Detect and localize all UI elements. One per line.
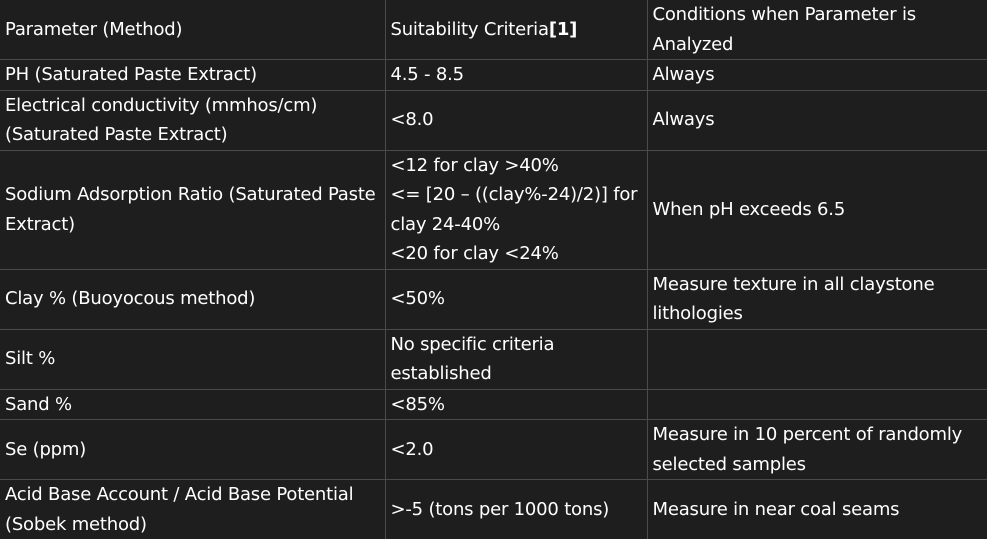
cell-criteria: >-5 (tons per 1000 tons): [384, 479, 648, 539]
cell-criteria: No specific criteria established: [384, 328, 648, 390]
table-row: Acid Base Account / Acid Base Potential …: [0, 479, 987, 539]
table-row: Silt % No specific criteria established: [0, 328, 987, 390]
cell-parameter: Clay % (Buoyocous method): [0, 268, 386, 330]
table-row: PH (Saturated Paste Extract) 4.5 - 8.5 A…: [0, 59, 987, 91]
criteria-line: <12 for clay >40%: [390, 154, 559, 176]
cell-criteria: <2.0: [384, 419, 648, 480]
header-conditions: Conditions when Parameter is Analyzed: [646, 0, 987, 60]
cell-criteria: <8.0: [384, 89, 648, 151]
cell-conditions: [646, 388, 987, 420]
header-criteria-label: Suitability Criteria: [390, 18, 550, 40]
cell-conditions: Always: [646, 89, 987, 151]
header-parameter: Parameter (Method): [0, 0, 386, 60]
cell-parameter: Electrical conductivity (mmhos/cm) (Satu…: [0, 89, 386, 151]
cell-parameter: Sand %: [0, 388, 386, 420]
cell-conditions: When pH exceeds 6.5: [646, 149, 987, 270]
table-row: Clay % (Buoyocous method) <50% Measure t…: [0, 268, 987, 330]
cell-criteria: <50%: [384, 268, 648, 330]
criteria-line: <= [20 – ((clay%-24)/2)] for clay 24-40%: [390, 184, 638, 235]
cell-criteria: 4.5 - 8.5: [384, 59, 648, 91]
cell-parameter: Sodium Adsorption Ratio (Saturated Paste…: [0, 149, 386, 270]
table-row: Sodium Adsorption Ratio (Saturated Paste…: [0, 149, 987, 270]
table-row: Electrical conductivity (mmhos/cm) (Satu…: [0, 89, 987, 151]
cell-parameter: Se (ppm): [0, 419, 386, 480]
cell-parameter: PH (Saturated Paste Extract): [0, 59, 386, 91]
cell-parameter: Silt %: [0, 328, 386, 390]
cell-criteria: <85%: [384, 388, 648, 420]
cell-criteria: <12 for clay >40% <= [20 – ((clay%-24)/2…: [384, 149, 648, 270]
cell-parameter: Acid Base Account / Acid Base Potential …: [0, 479, 386, 539]
footnote-reference-link[interactable]: [1]: [548, 18, 578, 40]
cell-conditions: Measure in near coal seams: [646, 479, 987, 539]
criteria-line: <20 for clay <24%: [390, 243, 559, 264]
table-row: Sand % <85%: [0, 388, 987, 420]
header-criteria: Suitability Criteria[1]: [384, 0, 648, 60]
table-header-row: Parameter (Method) Suitability Criteria[…: [0, 0, 987, 60]
cell-conditions: Always: [646, 59, 987, 91]
table-row: Se (ppm) <2.0 Measure in 10 percent of r…: [0, 419, 987, 480]
cell-conditions: Measure texture in all claystone litholo…: [646, 268, 987, 330]
cell-conditions: [646, 328, 987, 390]
cell-conditions: Measure in 10 percent of randomly select…: [646, 419, 987, 480]
